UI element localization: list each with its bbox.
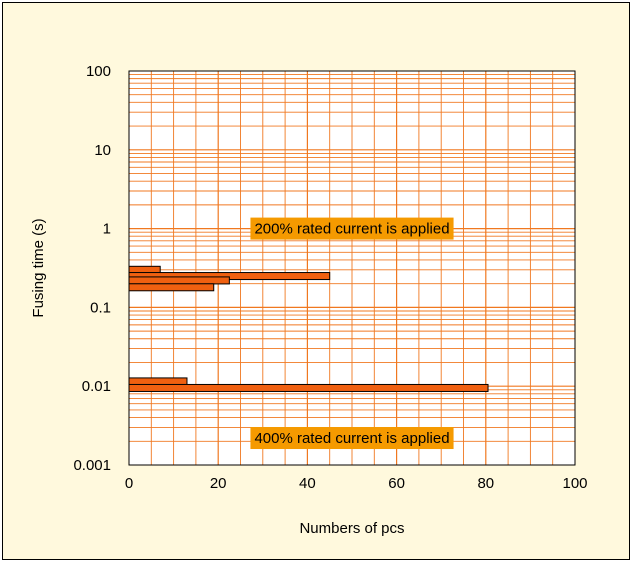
x-tick-label: 60 (388, 475, 405, 492)
y-tick-label: 10 (94, 142, 111, 159)
annotation: 400% rated current is applied (250, 427, 454, 450)
x-axis-label: Numbers of pcs (299, 520, 404, 537)
x-tick-label: 100 (562, 475, 587, 492)
y-tick-label: 0.01 (82, 378, 111, 395)
annotation-text: 400% rated current is applied (254, 430, 449, 447)
grid (129, 71, 575, 465)
annotations: 200% rated current is applied 400% rated … (250, 217, 454, 450)
x-tick-label: 20 (210, 475, 227, 492)
y-axis-label: Fusing time (s) (30, 218, 47, 317)
y-tick-labels: 0.001 0.01 0.1 1 10 100 (73, 63, 111, 474)
y-tick-label: 0.1 (90, 299, 111, 316)
annotation-text: 200% rated current is applied (254, 221, 449, 238)
annotation-background (250, 217, 454, 240)
bar (128, 283, 215, 292)
x-tick-label: 0 (125, 475, 133, 492)
bar (128, 276, 230, 285)
bar (128, 383, 489, 392)
x-tick-labels: 0 20 40 60 80 100 (125, 475, 588, 492)
y-tick-label: 0.001 (73, 457, 111, 474)
y-tick-label: 1 (103, 221, 111, 238)
x-tick-label: 80 (477, 475, 494, 492)
annotation: 200% rated current is applied (250, 217, 454, 240)
chart-frame: 200% rated current is applied 400% rated … (2, 2, 630, 560)
chart: 200% rated current is applied 400% rated … (30, 63, 588, 537)
annotation-background (250, 427, 454, 450)
plot-border (128, 70, 576, 466)
x-tick-label: 40 (299, 475, 316, 492)
bar (128, 377, 188, 386)
y-tick-label: 100 (86, 63, 111, 80)
